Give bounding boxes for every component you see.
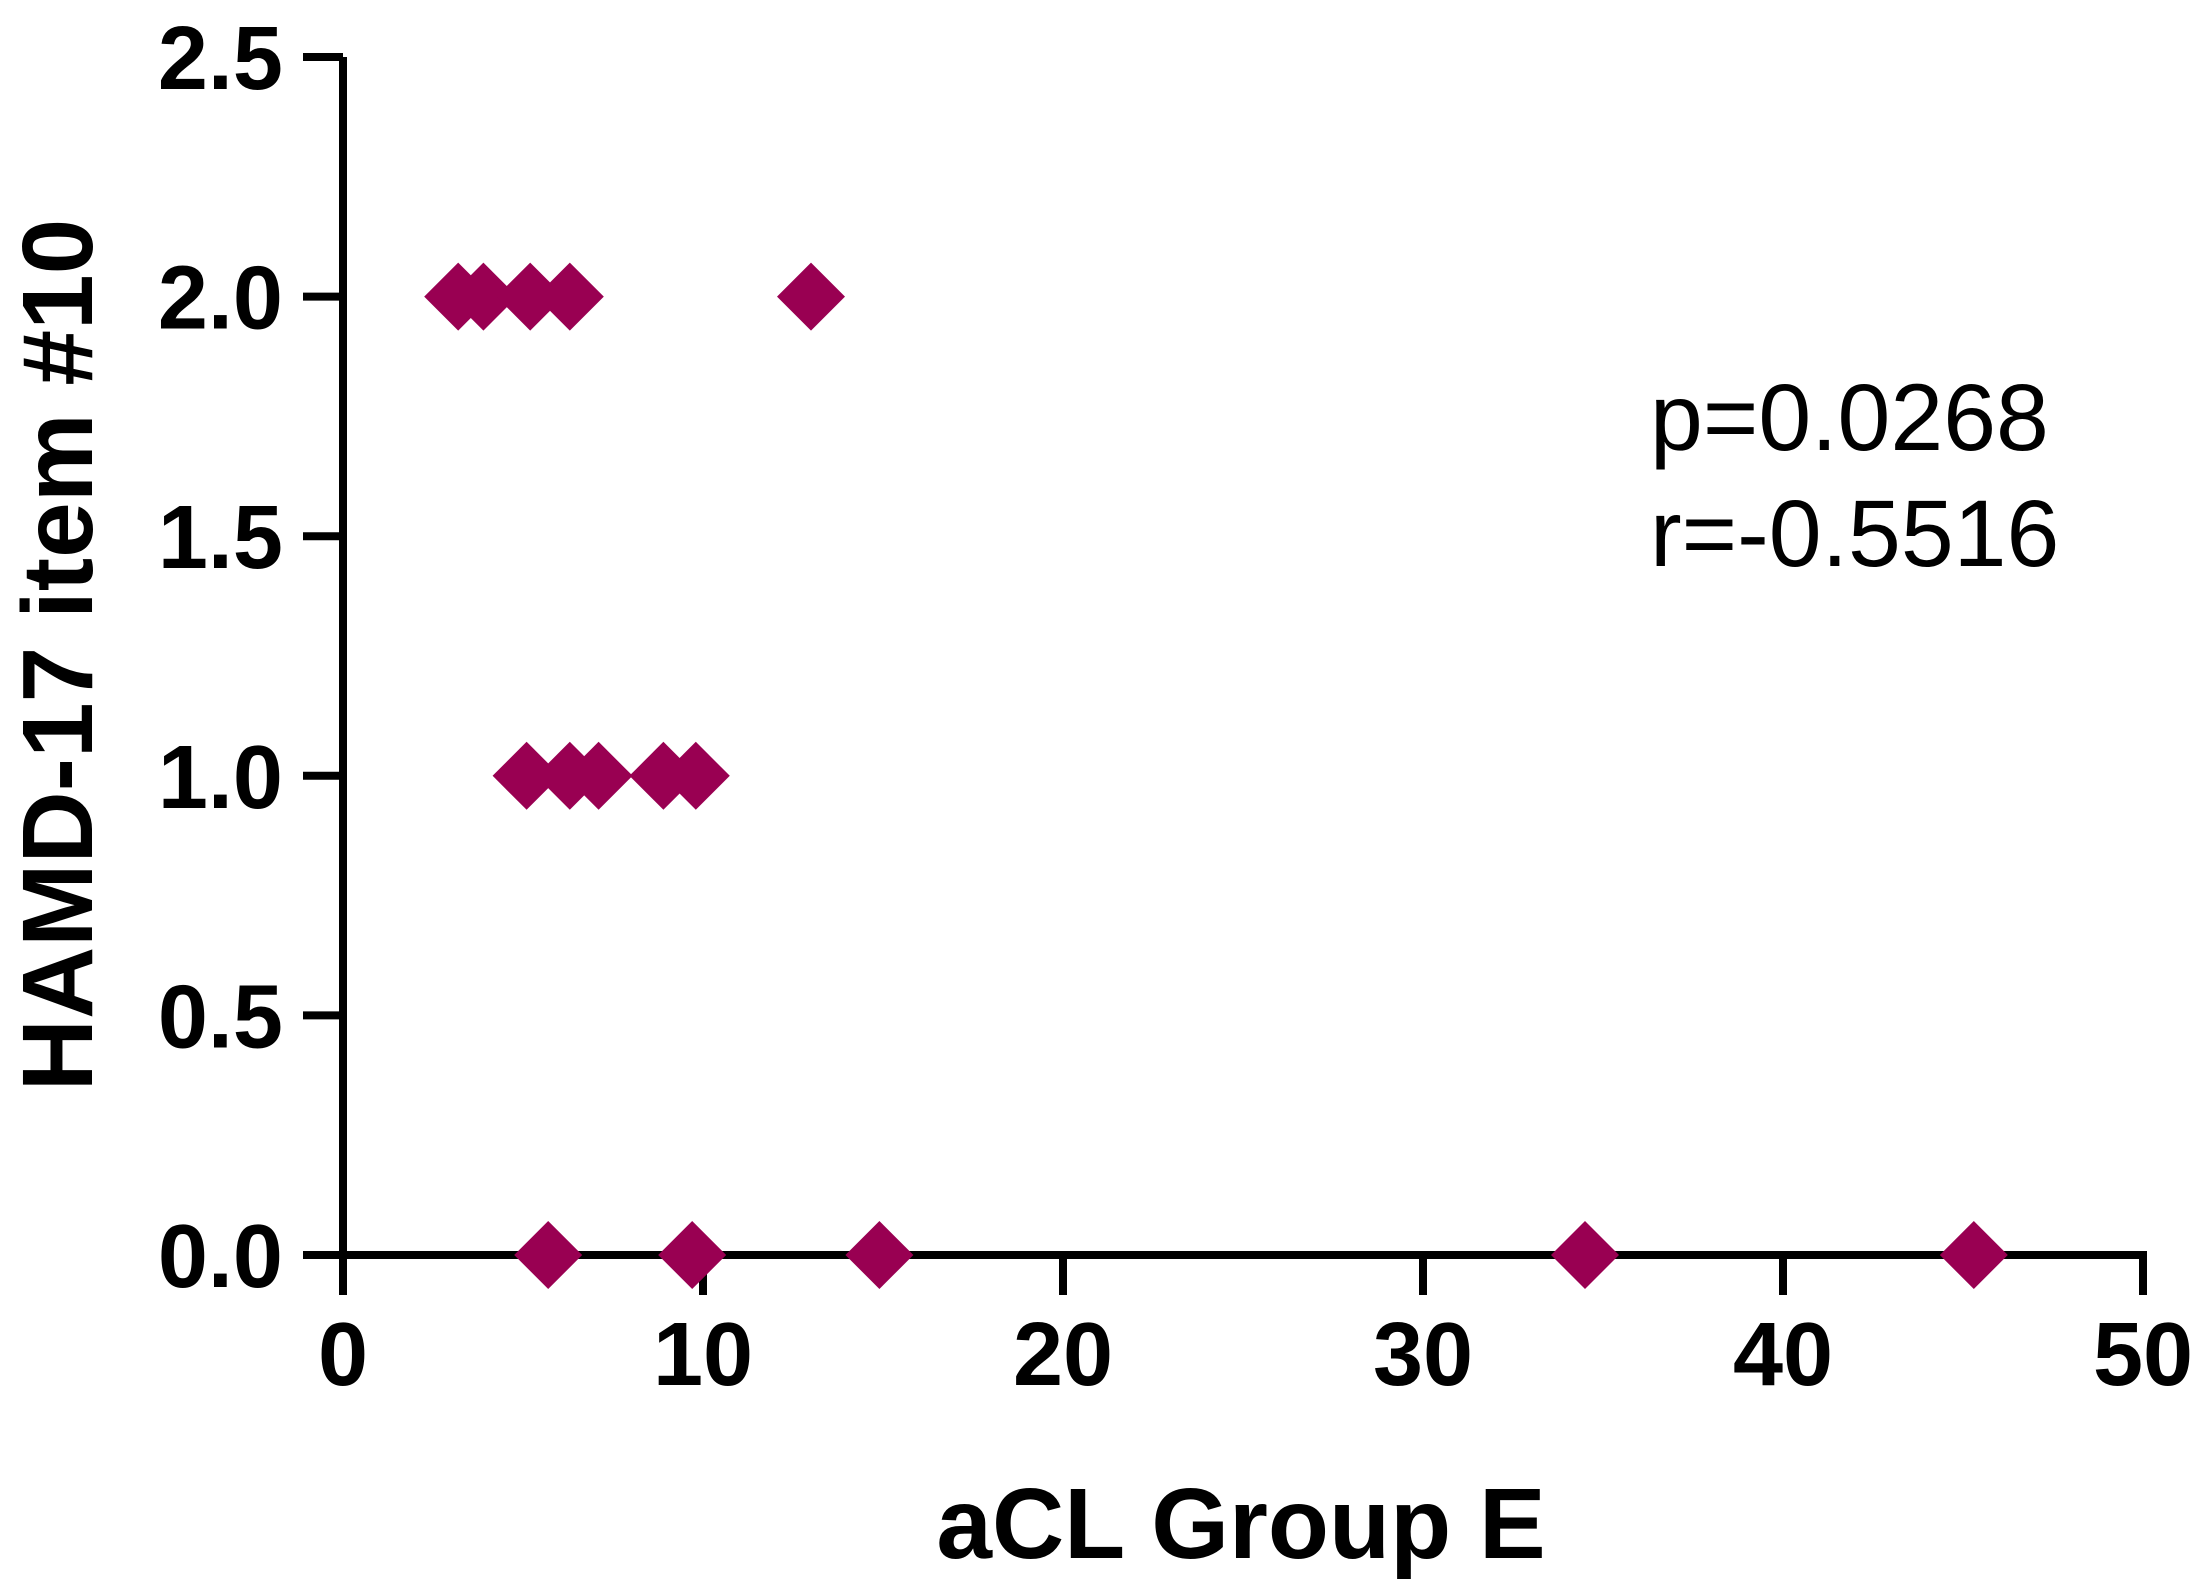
data-point-diamond	[777, 262, 845, 331]
y-tick-label: 2.0	[158, 249, 283, 349]
data-point-diamond	[449, 262, 518, 331]
y-axis-ticks: 0.0 0.5 1.0 1.5 2.0 2.5	[158, 9, 343, 1307]
data-point-diamond	[658, 1221, 727, 1289]
r-value-annotation: r=-0.5516	[1650, 481, 2059, 587]
axes: 0 10 20 30 40 50 0.0 0.5 1.0 1.5 2.0 2.5	[158, 9, 2193, 1405]
x-tick-label: 50	[2093, 1305, 2193, 1405]
y-tick-label: 0.0	[158, 1207, 283, 1307]
data-point-diamond	[564, 741, 633, 810]
data-point-diamond	[845, 1221, 914, 1289]
data-point-diamond	[661, 741, 730, 810]
y-tick-label: 2.5	[158, 9, 283, 109]
x-axis-title: aCL Group E	[936, 1468, 1545, 1580]
y-tick-label: 1.5	[158, 488, 283, 588]
x-tick-label: 0	[318, 1305, 368, 1405]
y-tick-label: 1.0	[158, 728, 283, 828]
data-point-diamond	[535, 262, 604, 331]
data-point-diamond	[492, 741, 561, 810]
x-tick-label: 20	[1013, 1305, 1113, 1405]
x-tick-label: 10	[653, 1305, 753, 1405]
p-value-annotation: p=0.0268	[1650, 365, 2049, 471]
data-point-diamond	[496, 262, 565, 331]
data-point-diamond	[514, 1221, 583, 1289]
x-tick-label: 30	[1373, 1305, 1473, 1405]
data-point-diamond	[1551, 1221, 1619, 1289]
y-axis-title: HAMD-17 item #10	[2, 219, 114, 1092]
data-points	[424, 262, 2008, 1289]
y-tick-label: 0.5	[158, 967, 283, 1067]
data-point-diamond	[1939, 1221, 2008, 1289]
x-tick-label: 40	[1733, 1305, 1833, 1405]
x-axis-ticks: 0 10 20 30 40 50	[318, 1255, 2193, 1405]
